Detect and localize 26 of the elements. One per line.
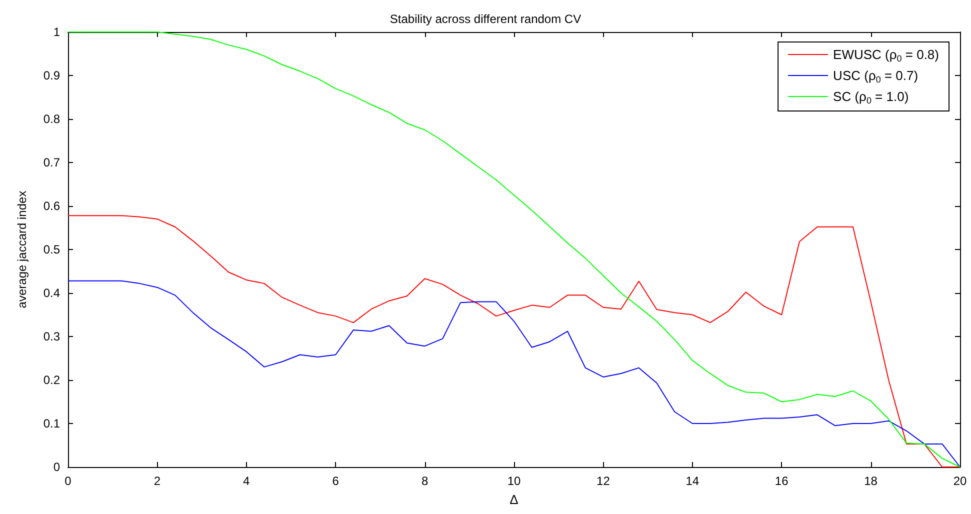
line-series (68, 32, 960, 468)
x-tick-label: 12 (596, 474, 610, 488)
y-axis-title: average jaccard index (15, 190, 29, 308)
chart-title: Stability across different random CV (390, 12, 582, 26)
x-axis-title: Δ (510, 492, 519, 507)
x-tick-label: 10 (507, 474, 521, 488)
y-tick-label: 0.5 (43, 242, 60, 256)
y-tick-label: 0.7 (43, 156, 60, 170)
y-tick-label: 0.9 (43, 68, 60, 82)
y-tick-label: 0.8 (43, 112, 60, 126)
x-tick-label: 2 (154, 474, 161, 488)
y-tick-label: 0.2 (43, 373, 60, 387)
x-tick-label: 20 (953, 474, 967, 488)
y-tick-label: 1 (53, 25, 60, 39)
x-tick-label: 6 (332, 474, 340, 488)
x-tick-label: 0 (64, 474, 72, 488)
y-tick-label: 0.3 (43, 330, 60, 344)
y-tick-label: 0.6 (43, 199, 60, 213)
x-tick-label: 4 (243, 474, 250, 488)
x-tick-label: 14 (686, 474, 700, 488)
x-tick-label: 18 (864, 474, 878, 488)
y-tick-label: 0.1 (43, 416, 60, 430)
x-tick-label: 16 (774, 474, 789, 488)
y-tick-label: 0 (53, 460, 60, 474)
x-tick-label: 8 (421, 474, 428, 488)
y-tick-label: 0.4 (43, 286, 60, 300)
